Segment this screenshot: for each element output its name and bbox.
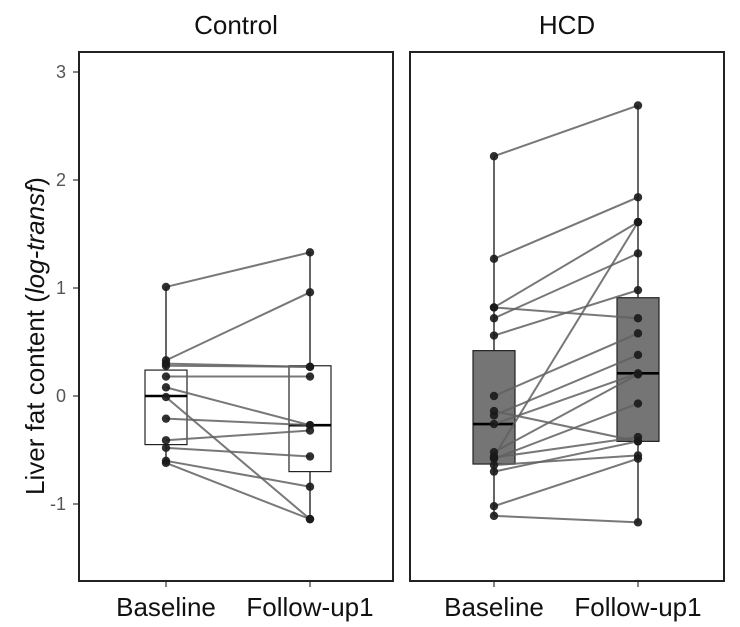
data-point <box>161 392 171 402</box>
y-tick-label: -1 <box>50 494 66 514</box>
data-point <box>633 314 643 323</box>
y-axis-label-suffix: ) <box>20 177 50 186</box>
y-tick-label: 0 <box>56 386 66 406</box>
panel-background <box>79 52 393 581</box>
panels <box>73 51 725 587</box>
y-ticks: -1 0 1 2 3 <box>50 62 66 514</box>
data-point <box>633 329 643 338</box>
panel-border <box>409 51 725 582</box>
panel-border <box>78 51 394 582</box>
paired-line <box>165 251 311 288</box>
paired-line <box>165 396 311 520</box>
panel-title-control: Control <box>194 10 278 40</box>
paired-line <box>493 104 639 158</box>
data-point <box>161 414 171 423</box>
paired-line <box>493 332 639 397</box>
data-point <box>633 399 643 408</box>
y-tick-label: 1 <box>56 278 66 298</box>
data-point <box>489 406 499 416</box>
x-tick-label-control-baseline: Baseline <box>116 592 216 622</box>
paired-line <box>493 252 639 320</box>
paired-line <box>165 386 311 427</box>
y-tick-label: 3 <box>56 62 66 82</box>
paired-line <box>493 457 639 508</box>
data-point <box>633 101 643 110</box>
data-point <box>305 452 315 461</box>
paired-line <box>493 196 639 260</box>
data-point <box>161 458 171 468</box>
y-axis-label-italic: log-transf <box>20 183 50 294</box>
data-point <box>489 303 499 312</box>
data-point <box>633 193 643 202</box>
data-point <box>305 372 315 381</box>
data-point <box>633 285 643 295</box>
data-point <box>489 452 499 461</box>
panel-hcd <box>409 51 725 587</box>
data-point <box>305 482 315 491</box>
paired-line <box>493 454 639 467</box>
paired-line <box>165 459 311 488</box>
box-baseline <box>144 369 188 446</box>
data-point <box>489 511 499 521</box>
data-point <box>489 152 499 161</box>
y-axis-label: Liver fat content (log-transf) <box>20 177 50 495</box>
paired-line <box>493 373 639 454</box>
panel-control <box>78 51 394 587</box>
data-point <box>633 518 643 527</box>
data-point <box>489 391 499 401</box>
data-point <box>633 350 643 360</box>
data-point <box>305 514 315 524</box>
paired-line <box>165 429 311 442</box>
data-point <box>305 248 315 257</box>
data-point <box>305 362 315 372</box>
data-point <box>305 288 315 297</box>
data-point <box>489 467 499 476</box>
data-point <box>489 254 499 264</box>
panel-title-hcd: HCD <box>539 10 595 40</box>
data-point <box>633 217 643 227</box>
y-axis-label-prefix: Liver fat content ( <box>20 294 50 495</box>
paired-line <box>493 514 639 524</box>
data-point <box>489 460 499 470</box>
paired-line <box>493 306 639 320</box>
data-point <box>633 437 643 446</box>
data-point <box>161 282 171 292</box>
data-point <box>161 443 171 453</box>
data-point <box>489 419 499 429</box>
data-point <box>161 383 171 392</box>
paired-line <box>493 402 639 460</box>
paired-line <box>165 462 311 521</box>
paired-line <box>493 436 639 459</box>
data-point <box>305 426 315 435</box>
paired-line <box>493 354 639 417</box>
paired-line <box>493 440 639 473</box>
x-tick-label-hcd-followup: Follow-up1 <box>574 592 701 622</box>
data-point <box>633 249 643 258</box>
data-point <box>489 314 499 323</box>
data-point <box>161 436 171 445</box>
x-tick-label-hcd-baseline: Baseline <box>444 592 544 622</box>
paired-line <box>165 291 311 362</box>
data-point <box>161 361 171 370</box>
data-point <box>633 454 643 463</box>
paired-line <box>165 446 311 458</box>
paired-line <box>493 221 639 309</box>
data-point <box>161 372 171 381</box>
x-tick-label-control-followup: Follow-up1 <box>246 592 373 622</box>
data-point <box>489 501 499 511</box>
y-tick-label: 2 <box>56 170 66 190</box>
paired-line <box>493 221 639 458</box>
paired-line <box>165 364 311 368</box>
panel-background <box>410 52 724 581</box>
data-point <box>489 331 499 340</box>
paired-line <box>165 417 311 427</box>
data-point <box>633 370 643 379</box>
